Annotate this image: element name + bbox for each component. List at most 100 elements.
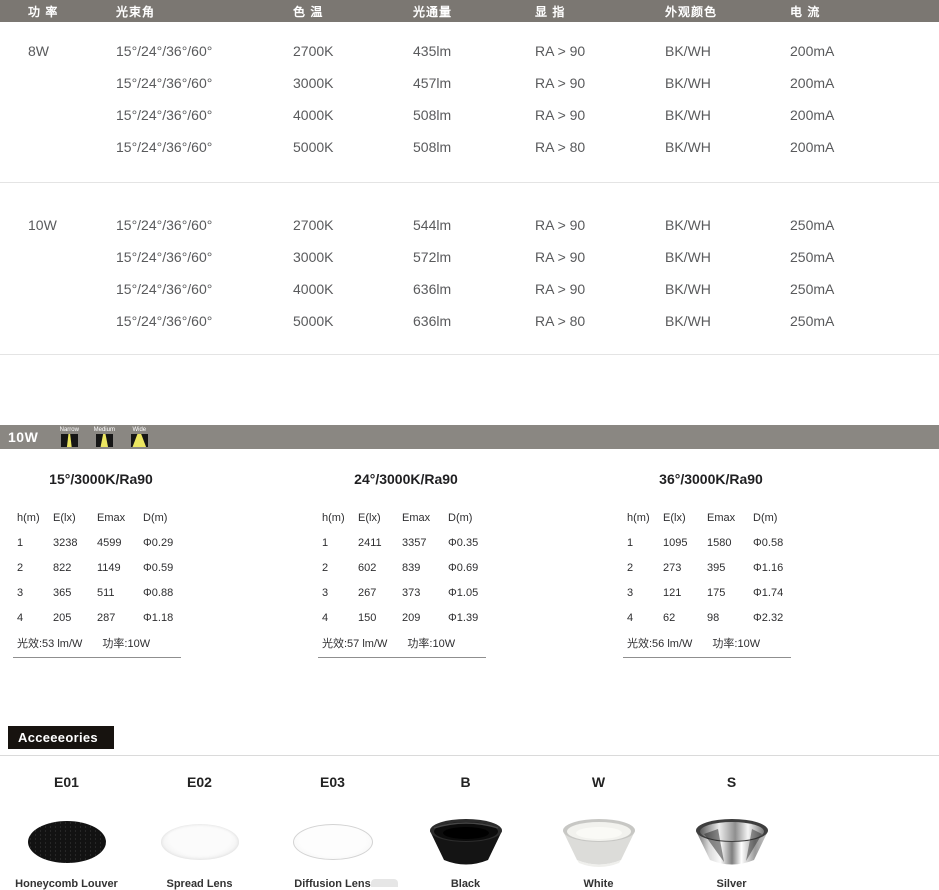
bottom-page-chip: [371, 879, 398, 887]
cell-beam-angle: 15°/24°/36°/60°: [116, 249, 213, 265]
val-h: 3: [322, 586, 329, 599]
cell-cri: RA > 90: [535, 107, 586, 123]
cell-flux: 544lm: [413, 217, 452, 233]
cell-cct: 2700K: [293, 43, 334, 59]
val-e: 822: [53, 561, 72, 574]
accessory-name-honeycomb: Honeycomb Louver: [15, 878, 118, 890]
beam-medium: Medium: [93, 427, 115, 447]
photometry-table-24deg: 24°/3000K/Ra90 h(m) E(lx) Emax D(m) 1 24…: [318, 471, 623, 658]
val-d: Φ0.88: [143, 586, 174, 599]
accessory-name-black: Black: [450, 878, 481, 890]
accessory-code-e03: E03: [320, 774, 345, 790]
photometry-section-bar: 10W Narrow Medium Wide: [0, 425, 939, 449]
photometry-row: 2 602 839 Φ0.69: [318, 555, 623, 580]
photometry-row: 3 267 373 Φ1.05: [318, 580, 623, 605]
photometry-row: 4 62 98 Φ2.32: [623, 605, 928, 630]
val-emax: 511: [97, 586, 115, 599]
val-d: Φ0.59: [143, 561, 174, 574]
accessory-codes-row: E01 E02 E03 B W S: [0, 774, 939, 790]
cell-flux: 636lm: [413, 313, 452, 329]
accessory-code-e01: E01: [54, 774, 79, 790]
table-row: 8W 15°/24°/36°/60° 2700K 435lm RA > 90 B…: [0, 35, 939, 67]
efficacy-value: 光效:57 lm/W: [322, 638, 388, 650]
val-h: 2: [17, 561, 24, 574]
col-d: D(m): [448, 511, 473, 524]
spec-group-10w: 10W 15°/24°/36°/60° 2700K 544lm RA > 90 …: [0, 183, 939, 337]
beam-wide-label: Wide: [132, 427, 147, 433]
table-row: 15°/24°/36°/60° 4000K 508lm RA > 90 BK/W…: [0, 99, 939, 131]
cell-cri: RA > 90: [535, 281, 586, 297]
cell-current: 200mA: [790, 75, 835, 91]
photometry-tables: 15°/3000K/Ra90 h(m) E(lx) Emax D(m) 1 32…: [0, 471, 939, 658]
photometry-power-label: 10W: [8, 429, 39, 445]
beam-medium-label: Medium: [93, 427, 115, 433]
photometry-row: 4 205 287 Φ1.18: [13, 605, 318, 630]
val-d: Φ0.29: [143, 536, 174, 549]
photometry-rows: 1 3238 4599 Φ0.29 2 822 1149 Φ0.59 3 365…: [13, 530, 318, 630]
accessory-name-silver: Silver: [716, 878, 747, 890]
cell-beam-angle: 15°/24°/36°/60°: [116, 75, 213, 91]
accessory-name-white: White: [583, 878, 614, 890]
photometry-table-title: 15°/3000K/Ra90: [49, 471, 153, 487]
val-d: Φ1.05: [448, 586, 479, 599]
cell-cri: RA > 90: [535, 75, 586, 91]
cell-current: 200mA: [790, 139, 835, 155]
spread-lens-image: [133, 812, 266, 872]
val-e: 3238: [53, 536, 78, 549]
cell-cct: 5000K: [293, 139, 334, 155]
table-row: 10W 15°/24°/36°/60° 2700K 544lm RA > 90 …: [0, 209, 939, 241]
val-h: 1: [627, 536, 634, 549]
honeycomb-louver-image: [0, 812, 133, 872]
cell-power: 8W: [28, 43, 49, 59]
val-e: 150: [358, 611, 377, 624]
accessories-section-title: Acceeeories: [8, 726, 114, 749]
cell-flux: 435lm: [413, 43, 452, 59]
col-h: h(m): [17, 511, 40, 524]
cell-current: 200mA: [790, 107, 835, 123]
cell-cct: 4000K: [293, 281, 334, 297]
cell-cct: 4000K: [293, 107, 334, 123]
val-h: 3: [627, 586, 634, 599]
cell-current: 250mA: [790, 281, 835, 297]
header-flux: 光通量: [413, 4, 453, 19]
medium-beam-icon: [95, 434, 113, 447]
cell-cct: 2700K: [293, 217, 334, 233]
photometry-footer: 光效:57 lm/W 功率:10W: [318, 631, 486, 658]
photometry-row: 4 150 209 Φ1.39: [318, 605, 623, 630]
val-d: Φ1.39: [448, 611, 479, 624]
cell-flux: 572lm: [413, 249, 452, 265]
cell-cri: RA > 90: [535, 43, 586, 59]
cell-cri: RA > 80: [535, 139, 586, 155]
accessory-names-row: Honeycomb Louver Spread Lens Diffusion L…: [0, 872, 939, 890]
val-d: Φ2.32: [753, 611, 784, 624]
val-e: 1095: [663, 536, 688, 549]
val-emax: 373: [402, 586, 421, 599]
photometry-row: 1 3238 4599 Φ0.29: [13, 530, 318, 555]
val-emax: 175: [707, 586, 726, 599]
val-e: 2411: [358, 536, 382, 549]
cell-cct: 3000K: [293, 75, 334, 91]
val-h: 4: [322, 611, 329, 624]
beam-narrow: Narrow: [58, 427, 80, 447]
table-row: 15°/24°/36°/60° 5000K 508lm RA > 80 BK/W…: [0, 131, 939, 163]
header-cct: 色 温: [293, 4, 324, 19]
cell-flux: 457lm: [413, 75, 452, 91]
val-e: 267: [358, 586, 377, 599]
col-e: E(lx): [53, 511, 76, 524]
silver-reflector-image: [665, 812, 798, 872]
header-color: 外观颜色: [665, 4, 718, 19]
val-emax: 839: [402, 561, 421, 574]
val-d: Φ1.18: [143, 611, 174, 624]
photometry-footer: 光效:56 lm/W 功率:10W: [623, 631, 791, 658]
cell-flux: 636lm: [413, 281, 452, 297]
photometry-row: 1 2411 3357 Φ0.35: [318, 530, 623, 555]
val-e: 121: [663, 586, 682, 599]
val-h: 4: [627, 611, 634, 624]
accessories-divider: [0, 755, 939, 756]
table-row: 15°/24°/36°/60° 4000K 636lm RA > 90 BK/W…: [0, 273, 939, 305]
col-d: D(m): [753, 511, 778, 524]
photometry-col-headers: h(m) E(lx) Emax D(m): [623, 505, 928, 530]
beam-icons: Narrow Medium Wide: [58, 427, 150, 447]
accessory-code-e02: E02: [187, 774, 212, 790]
cell-color: BK/WH: [665, 217, 711, 233]
